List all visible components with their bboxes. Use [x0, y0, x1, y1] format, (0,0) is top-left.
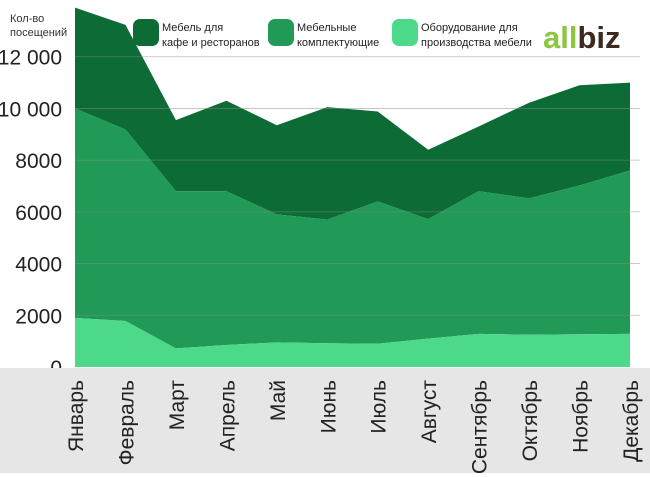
legend-label: кафе и ресторанов — [162, 37, 260, 49]
legend-label: комплектующие — [297, 37, 379, 49]
x-tick-label: Октябрь — [519, 380, 542, 461]
x-tick-label: Февраль — [115, 380, 138, 465]
legend-swatch — [392, 19, 418, 46]
allbiz-logo: allbiz — [543, 20, 621, 55]
legend-swatch — [268, 19, 294, 46]
logo-suffix: biz — [577, 20, 620, 55]
area-series-3 — [75, 7, 630, 220]
x-tick-label: Август — [418, 380, 441, 444]
y-tick-label: 4000 — [15, 254, 62, 277]
area-series-1 — [75, 317, 630, 367]
y-tick-label: 2000 — [15, 305, 62, 328]
x-tick-label: Ноябрь — [570, 380, 593, 453]
x-tick-label: Декабрь — [620, 380, 643, 462]
legend-label: Мебель для — [162, 22, 223, 34]
legend-item: Мебельные комплектующие — [268, 19, 379, 49]
y-tick-label: 10 000 — [0, 98, 62, 121]
x-tick-label: Июль — [368, 380, 391, 434]
legend-item: Мебель для кафе и ресторанов — [133, 19, 260, 49]
y-axis-title: Кол-во — [10, 13, 44, 25]
legend-label: Оборудование для — [421, 22, 518, 34]
x-tick-label: Январь — [65, 380, 88, 452]
legend-label: производства мебели — [421, 37, 532, 49]
legend-label: Мебельные — [297, 22, 356, 34]
area-series-2 — [75, 108, 630, 349]
x-tick-label: Сентябрь — [469, 380, 492, 473]
y-tick-label: 6000 — [15, 202, 62, 225]
y-tick-label: 8000 — [15, 150, 62, 173]
legend-swatch — [133, 19, 159, 46]
x-tick-label: Апрель — [216, 380, 239, 451]
y-tick-label: 12 000 — [0, 47, 62, 70]
x-tick-label: Май — [267, 380, 290, 421]
logo-prefix: all — [543, 20, 577, 55]
x-tick-label: Июнь — [317, 380, 340, 433]
x-axis-band — [0, 368, 650, 473]
x-tick-label: Март — [166, 380, 189, 431]
legend-item: Оборудование для производства мебели — [392, 19, 532, 49]
y-axis-title: посещений — [10, 27, 67, 39]
